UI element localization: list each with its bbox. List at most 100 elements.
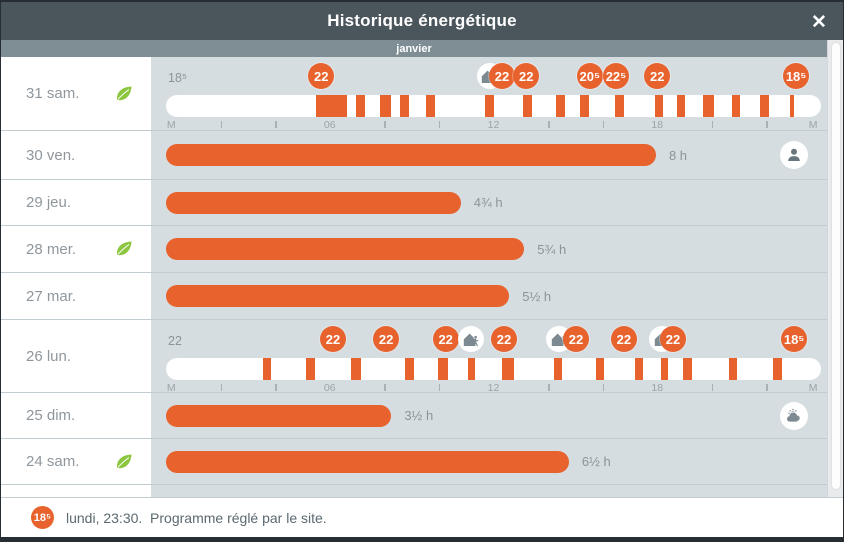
- day-label-cell: [1, 485, 151, 497]
- heating-segment: [789, 95, 795, 117]
- day-row-24sam[interactable]: 24 sam. 6½ h: [1, 439, 827, 485]
- close-icon[interactable]: ✕: [811, 11, 827, 33]
- selection-footer: 18⁵ lundi, 23:30. Programme réglé par le…: [1, 497, 843, 537]
- heating-segment: [614, 95, 624, 117]
- day-label-cell: 25 dim.: [1, 393, 151, 438]
- eco-leaf-icon: [114, 84, 134, 104]
- setpoint-timeline-bar: [166, 358, 821, 380]
- heating-segment: [773, 358, 782, 380]
- eco-leaf-icon: [114, 452, 134, 472]
- heating-segment: [703, 95, 715, 117]
- day-row-28mer[interactable]: 28 mer. 5¾ h: [1, 226, 827, 273]
- day-rows-list: 31 sam. 18⁵ 22 22 22 20⁵ 22⁵ 22 18⁵ M 06 12 18 M 30 ve…: [1, 57, 827, 497]
- heating-duration-bar: [166, 191, 461, 214]
- axis-tick: [548, 121, 550, 128]
- axis-label: 06: [323, 382, 336, 394]
- setpoint-bubble[interactable]: 22: [432, 326, 459, 352]
- heating-duration-bar: [166, 404, 392, 427]
- heating-duration-plot: 4¾ h: [151, 180, 827, 225]
- duration-label: 5¾ h: [537, 241, 567, 257]
- setpoint-bubble[interactable]: 22: [659, 326, 686, 352]
- duration-label: 5½ h: [522, 288, 552, 304]
- heating-segment: [634, 358, 644, 380]
- heating-segment: [502, 358, 514, 380]
- setpoint-bubble[interactable]: 22: [490, 326, 517, 352]
- setpoint-bubble[interactable]: 22: [320, 326, 347, 352]
- modal-header: Historique énergétique ✕: [1, 2, 843, 40]
- day-label-cell: 26 lun.: [1, 320, 151, 392]
- heating-duration-bar: [166, 144, 656, 166]
- duration-label: 3½ h: [404, 408, 434, 423]
- day-label-cell: 31 sam.: [1, 57, 151, 130]
- manual-change-badge[interactable]: [780, 141, 808, 169]
- heating-duration-bar: [166, 285, 510, 307]
- axis-label: M: [808, 119, 818, 131]
- setpoint-bubble[interactable]: 22: [489, 63, 515, 89]
- heating-segment: [426, 95, 436, 117]
- heating-segment: [731, 95, 740, 117]
- setpoint-bubble[interactable]: 22: [644, 63, 671, 89]
- selected-event-text: lundi, 23:30. Programme réglé par le sit…: [66, 509, 327, 526]
- person-icon: [786, 147, 802, 163]
- setpoint-bubble[interactable]: 22: [308, 63, 335, 89]
- heating-segment: [484, 95, 495, 117]
- setpoint-bubble[interactable]: 22: [513, 63, 540, 89]
- heating-duration-plot: 3½ h: [151, 393, 827, 438]
- heating-segment: [399, 95, 409, 117]
- scrollbar-track[interactable]: [827, 40, 843, 497]
- axis-tick: [602, 121, 605, 128]
- day-label: 28 mer.: [26, 240, 77, 258]
- setpoint-bubble[interactable]: 22: [610, 326, 637, 352]
- day-row-25dim[interactable]: 25 dim. 3½ h: [1, 393, 827, 439]
- day-label: 27 mar.: [26, 287, 77, 305]
- heating-segment: [661, 358, 668, 380]
- heating-segment: [306, 358, 315, 380]
- day-row-29jeu[interactable]: 29 jeu. 4¾ h: [1, 180, 827, 226]
- day-row-30ven[interactable]: 30 ven. 8 h: [1, 131, 827, 180]
- day-row-26lun[interactable]: 26 lun. 22 22 22 22 22 22 22 22 18⁵ M 06 12 18 M: [1, 320, 827, 394]
- heating-duration-plot: 8 h: [151, 131, 827, 179]
- heating-duration-plot: 5¾ h: [151, 226, 827, 272]
- axis-label: M: [166, 119, 176, 131]
- setpoint-bubble[interactable]: 22: [373, 326, 400, 352]
- heating-segment: [555, 95, 565, 117]
- day-row-27mar[interactable]: 27 mar. 5½ h: [1, 273, 827, 320]
- heating-segment: [438, 358, 448, 380]
- day-label: 30 ven.: [26, 146, 76, 164]
- selected-temp-badge: 18⁵: [31, 506, 54, 529]
- heating-segment: [315, 95, 348, 117]
- setpoint-bubble[interactable]: 22: [563, 326, 590, 352]
- axis-label: M: [166, 382, 176, 394]
- heating-segment: [683, 358, 692, 380]
- heating-segment: [676, 95, 685, 117]
- axis-label: 18: [651, 119, 664, 131]
- axis-tick: [438, 384, 441, 391]
- heating-segment: [595, 358, 605, 380]
- time-axis: M 06 12 18 M: [166, 119, 821, 131]
- day-timeline-plot: 18⁵ 22 22 22 20⁵ 22⁵ 22 18⁵ M 06 12 18 M: [151, 57, 827, 131]
- heating-segment: [350, 358, 361, 380]
- day-label-cell: 24 sam.: [1, 439, 151, 484]
- away-event-badge[interactable]: [458, 326, 485, 352]
- axis-tick: [220, 121, 223, 128]
- weather-badge[interactable]: [780, 401, 808, 430]
- heating-segment: [467, 358, 475, 380]
- scrollbar-thumb[interactable]: [830, 42, 841, 490]
- day-timeline-plot: 22 22 22 22 22 22 22 22 18⁵ M 06 12 18 M: [151, 320, 827, 394]
- heating-segment: [579, 95, 590, 117]
- axis-label: 12: [487, 382, 500, 394]
- setpoint-bubble[interactable]: 18⁵: [781, 326, 808, 352]
- setpoint-bubble[interactable]: 18⁵: [783, 63, 810, 89]
- day-row-31sam[interactable]: 31 sam. 18⁵ 22 22 22 20⁵ 22⁵ 22 18⁵ M 06 12 18 M: [1, 57, 827, 131]
- axis-tick: [711, 384, 714, 391]
- heating-segment: [380, 95, 392, 117]
- axis-label: 12: [487, 119, 500, 131]
- setpoint-bubble[interactable]: 20⁵: [576, 63, 603, 89]
- setpoint-timeline-bar: [166, 95, 821, 117]
- axis-tick: [548, 384, 550, 391]
- heating-segment: [522, 95, 533, 117]
- setpoint-bubble[interactable]: 22⁵: [602, 63, 629, 89]
- day-label: 31 sam.: [26, 85, 80, 102]
- axis-tick: [275, 384, 277, 391]
- axis-tick: [384, 384, 386, 391]
